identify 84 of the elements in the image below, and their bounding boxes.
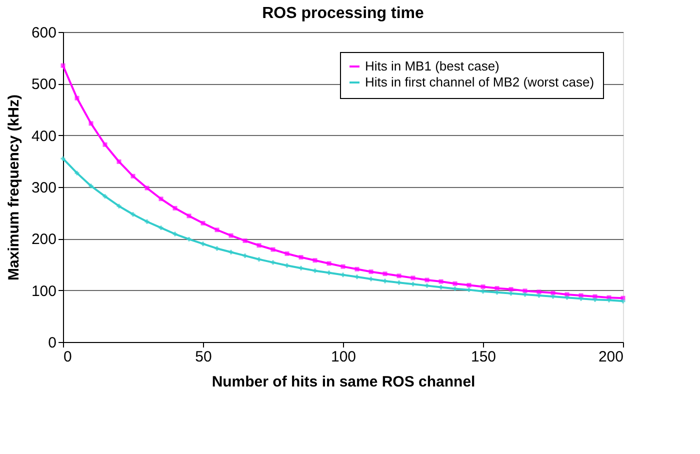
point: [242, 238, 248, 243]
point: [270, 260, 276, 265]
point: [354, 274, 360, 280]
x-tick-label: 0: [64, 348, 72, 366]
point: [382, 272, 388, 276]
point: [424, 283, 430, 288]
point: [144, 219, 150, 224]
point: [214, 246, 220, 251]
point: [550, 294, 556, 299]
point: [214, 228, 220, 232]
point: [200, 220, 206, 226]
point: [298, 255, 304, 260]
y-tick-label: 0: [48, 334, 56, 352]
point: [382, 278, 388, 284]
point: [564, 295, 570, 300]
point: [340, 264, 346, 269]
point: [354, 266, 360, 272]
point: [186, 236, 192, 242]
point: [620, 298, 626, 304]
x-tick-label: 100: [330, 348, 356, 366]
point: [200, 242, 206, 246]
point: [158, 196, 164, 202]
point: [172, 232, 178, 236]
point: [116, 204, 122, 208]
point: [410, 276, 416, 280]
x-axis-title: Number of hits in same ROS channel: [212, 374, 476, 390]
point: [326, 270, 332, 276]
point: [606, 298, 612, 302]
point: [312, 268, 318, 273]
point: [410, 282, 416, 286]
point: [284, 251, 290, 256]
point: [312, 258, 318, 263]
x-tick-label: 50: [195, 348, 212, 366]
point: [172, 206, 178, 210]
point: [466, 282, 472, 288]
y-tick-label: 300: [31, 180, 56, 196]
x-tick-label: 150: [470, 348, 496, 366]
point: [326, 261, 332, 266]
point: [116, 159, 122, 164]
point: [480, 284, 486, 289]
point: [256, 257, 262, 262]
point: [130, 212, 136, 217]
point: [536, 293, 542, 298]
x-tick-label: 200: [598, 348, 624, 366]
point: [522, 292, 528, 297]
point: [438, 279, 444, 284]
point: [340, 272, 346, 278]
point: [88, 121, 94, 126]
point: [368, 276, 374, 282]
point: [60, 63, 66, 68]
y-tick-label: 200: [31, 231, 56, 248]
point: [466, 288, 472, 292]
point: [284, 263, 290, 268]
point: [228, 233, 234, 238]
point: [270, 247, 276, 252]
point: [452, 286, 458, 292]
point: [74, 170, 80, 176]
point: [102, 194, 108, 199]
point: [60, 156, 66, 161]
point: [158, 226, 164, 230]
point: [368, 269, 374, 274]
point: [144, 186, 150, 190]
point: [102, 142, 108, 147]
point: [228, 250, 234, 254]
point: [508, 291, 514, 296]
point: [298, 266, 304, 270]
chart-title: ROS processing time: [262, 5, 424, 22]
y-axis-title: Maximum frequency (kHz): [5, 94, 22, 280]
point: [242, 253, 248, 258]
point: [452, 281, 458, 286]
y-tick-label: 400: [31, 128, 56, 145]
point: [74, 96, 80, 100]
point: [186, 214, 192, 218]
point: [396, 280, 402, 285]
y-tick-label: 500: [31, 76, 56, 94]
point: [130, 174, 136, 178]
point: [438, 284, 444, 290]
point: [88, 184, 94, 188]
legend-label: Hits in MB1 (best case): [365, 58, 500, 74]
y-tick-label: 600: [31, 24, 56, 42]
point: [256, 243, 262, 248]
legend-label: Hits in first channel of MB2 (worst case): [365, 74, 594, 90]
y-tick-label: 100: [31, 282, 56, 300]
point: [396, 274, 402, 278]
